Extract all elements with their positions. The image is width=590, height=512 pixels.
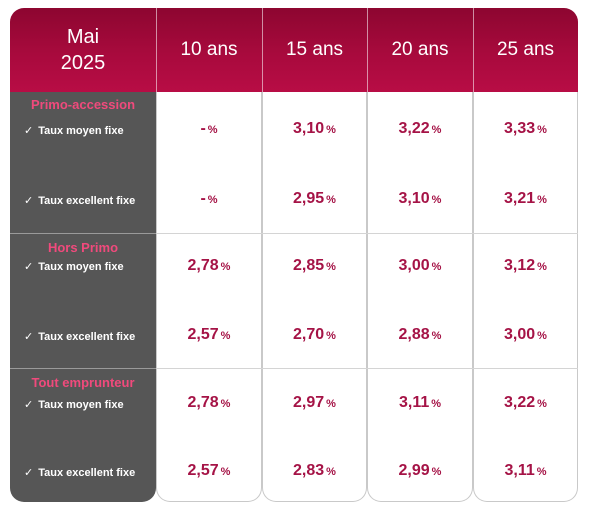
column-header-10-ans: 10 ans [180,39,238,60]
rate-cell: 2,99% [398,462,442,479]
rate-cell: 3,11% [504,462,547,479]
group-divider [156,368,578,369]
group-divider [10,233,156,234]
label-column [10,92,156,502]
rate-cell: 2,95% [293,190,336,207]
rate-cell: 3,00% [504,326,547,343]
check-icon: ✓ [24,331,34,343]
check-icon: ✓ [24,467,34,479]
rate-cell: 3,33% [504,120,547,137]
column-10-ans [156,92,262,502]
rate-cell: 2,70% [293,326,336,343]
check-icon: ✓ [24,125,34,137]
group-divider [156,233,578,234]
table-header [10,8,578,92]
rate-cell: 3,10% [293,120,336,137]
header-year: 2025 [60,52,106,74]
column-header-25-ans: 25 ans [496,39,555,60]
header-divider [367,8,368,92]
row-label: ✓ Taux excellent fixe [24,331,136,343]
rate-cell: 2,97% [293,394,336,411]
rate-cell: 2,78% [187,257,231,274]
group-divider [10,368,156,369]
check-icon: ✓ [24,399,34,411]
check-icon: ✓ [24,195,34,207]
rate-cell: 3,22% [398,120,442,137]
check-icon: ✓ [24,261,34,273]
header-month: Mai [66,26,100,48]
header-divider [473,8,474,92]
row-label: ✓ Taux moyen fixe [24,261,124,273]
rate-cell: -% [200,190,218,207]
rate-cell: 3,10% [398,190,442,207]
rate-cell: 3,21% [504,190,547,207]
group-title-tout-emprunteur: Tout emprunteur [31,375,135,390]
rate-cell: 2,57% [187,462,231,479]
rate-cell: 3,22% [504,394,547,411]
row-label: ✓ Taux moyen fixe [24,125,124,137]
rate-cell: 3,00% [398,257,442,274]
rate-cell: 3,11% [398,394,442,411]
column-15-ans [262,92,367,502]
header-date: Mai 2025 [10,8,156,92]
header-divider [262,8,263,92]
row-label: ✓ Taux moyen fixe [24,399,124,411]
rate-cell: 2,88% [398,326,442,343]
column-20-ans [367,92,473,502]
rate-cell: -% [200,120,218,137]
rate-cell: 2,83% [293,462,336,479]
row-label: ✓ Taux excellent fixe [24,467,136,479]
header-divider [156,8,157,92]
rate-cell: 2,57% [187,326,231,343]
column-25-ans [473,92,578,502]
column-header-20-ans: 20 ans [391,39,449,60]
group-title-hors-primo: Hors Primo [47,240,119,255]
rate-cell: 2,78% [187,394,231,411]
row-label: ✓ Taux excellent fixe [24,195,136,207]
rate-cell: 3,12% [504,257,547,274]
column-header-15-ans: 15 ans [285,39,344,60]
group-title-primo-accession: Primo-accession [30,97,136,112]
rate-cell: 2,85% [293,257,336,274]
